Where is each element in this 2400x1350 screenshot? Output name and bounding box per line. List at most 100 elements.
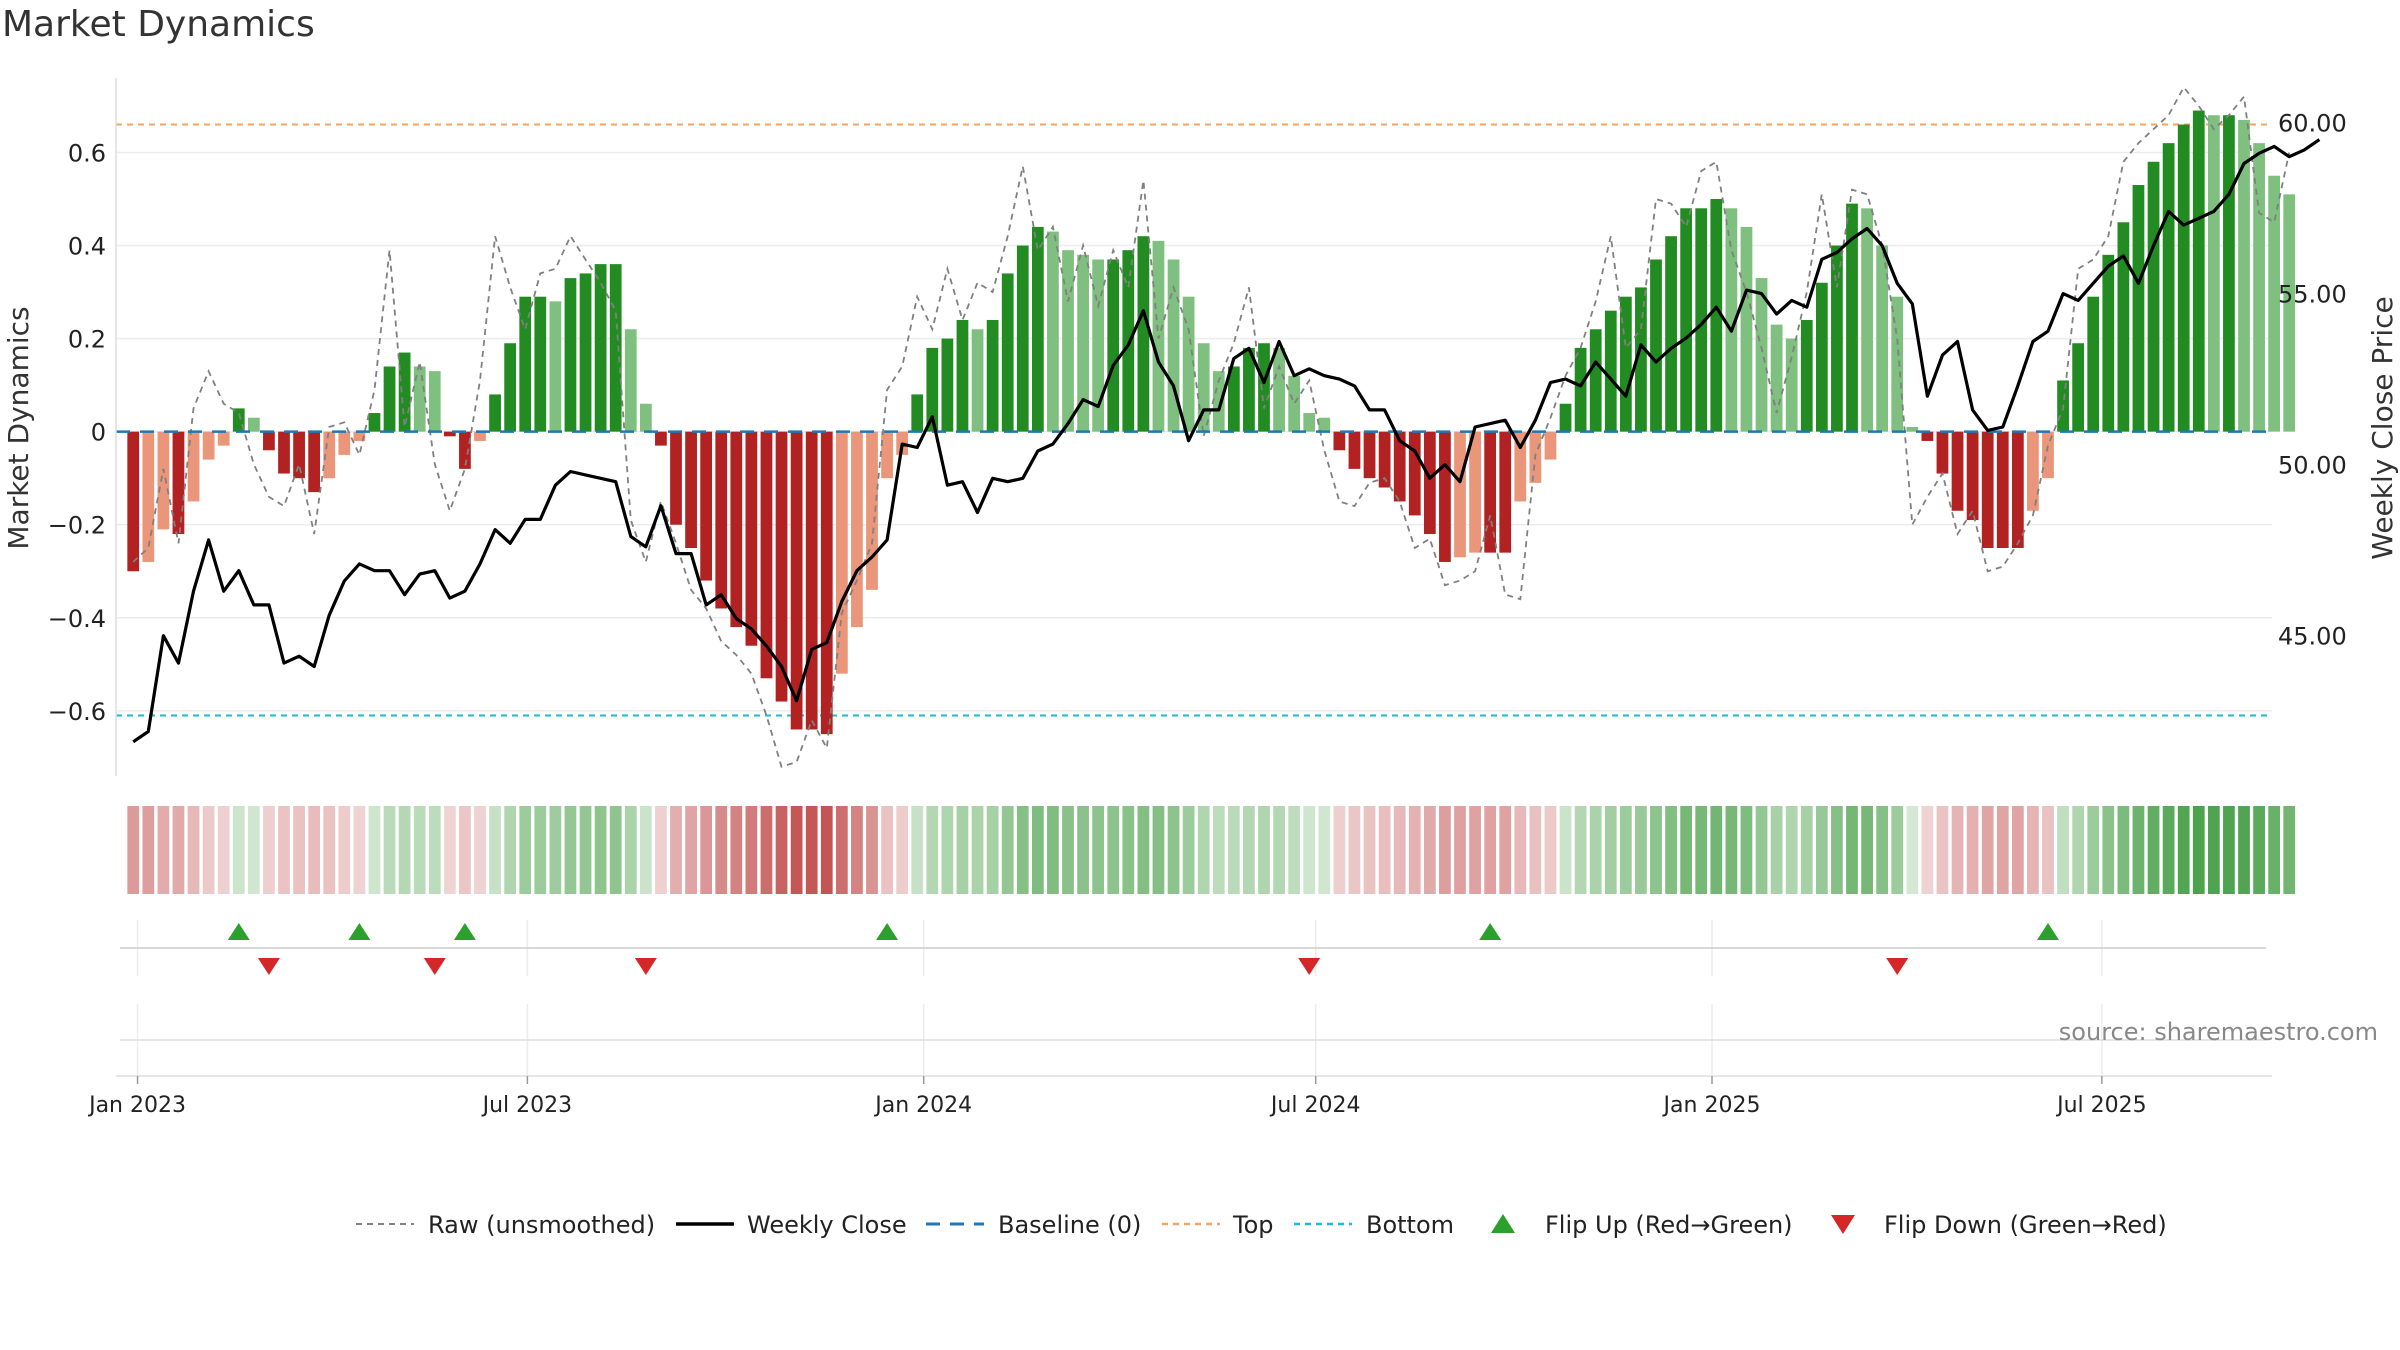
md-bar (1665, 236, 1677, 432)
heat-cell (2223, 806, 2235, 894)
heat-cell (428, 806, 441, 894)
md-bar (1544, 431, 1557, 460)
md-bar (1016, 245, 1029, 432)
x-axis: Jan 2023 Jul 2023 Jan 2024 Jul 2024 Jan 2025… (87, 1076, 2147, 1118)
md-bar (263, 431, 275, 451)
md-bar (1047, 231, 1059, 432)
y-tick-label: 0.6 (68, 139, 106, 167)
heat-cell (127, 806, 140, 894)
heat-cell (1499, 806, 1512, 894)
heat-cell (1363, 806, 1376, 894)
md-bar (579, 273, 592, 432)
heat-cell (1152, 806, 1165, 894)
md-bar (2117, 222, 2130, 432)
md-bar (1077, 254, 1089, 432)
md-bar (1981, 431, 1994, 548)
heat-cell (2087, 806, 2100, 894)
heat-cell (1861, 806, 1873, 894)
heat-cell (1167, 806, 1180, 894)
legend-swatch (1831, 1215, 1855, 1234)
empty-panel (116, 1004, 2272, 1077)
heat-cell (715, 806, 728, 894)
heat-cell (293, 806, 305, 894)
md-bar (157, 431, 170, 530)
md-bar (1137, 236, 1150, 432)
md-bar (1333, 431, 1346, 451)
md-bar (805, 431, 818, 730)
md-bar (217, 431, 230, 446)
heat-cell (564, 806, 577, 894)
heat-strip (127, 806, 2296, 894)
md-bar (1800, 319, 1813, 432)
heat-cell (700, 806, 713, 894)
heat-cell (2283, 806, 2296, 894)
md-bar (1619, 296, 1632, 432)
md-bar (851, 431, 863, 628)
md-bar (459, 431, 471, 469)
y2-tick-label: 55.00 (2278, 281, 2347, 309)
heat-cell (474, 806, 486, 894)
heat-cell (1484, 806, 1497, 894)
md-bar (1439, 431, 1451, 562)
md-bar (2223, 115, 2235, 432)
md-bar (881, 431, 893, 479)
md-bar (1499, 431, 1512, 553)
md-bar (1574, 347, 1587, 432)
md-bar (1469, 431, 1481, 553)
heat-cell (745, 806, 758, 894)
md-bar (2072, 343, 2085, 432)
heat-cell (1650, 806, 1662, 894)
heat-cell (1031, 806, 1044, 894)
heat-cell (881, 806, 893, 894)
md-bar (323, 431, 336, 479)
heat-cell (1393, 806, 1406, 894)
x-tick-label: Jul 2023 (481, 1093, 573, 1118)
heat-cell (1996, 806, 2009, 894)
md-bar (1273, 347, 1285, 432)
md-bar (172, 431, 185, 535)
heat-cell (2238, 806, 2250, 894)
y-axis-left: −0.6 −0.4 −0.2 0 0.2 0.4 0.6 (48, 78, 117, 776)
heat-cell (1243, 806, 1255, 894)
heat-cell (2057, 806, 2069, 894)
md-bar (1062, 250, 1074, 432)
md-bar (1604, 310, 1617, 432)
heat-cell (247, 806, 260, 894)
md-bar (474, 431, 486, 441)
heat-cell (1092, 806, 1105, 894)
md-bar (820, 431, 833, 735)
heat-cell (534, 806, 547, 894)
md-bar (1167, 259, 1180, 432)
legend-label: Baseline (0) (998, 1211, 1141, 1239)
heat-cell (2177, 806, 2190, 894)
md-bar (790, 431, 803, 730)
md-bar (187, 431, 200, 502)
heat-cell (1182, 806, 1195, 894)
md-bar (1831, 245, 1843, 432)
md-bar (1861, 208, 1873, 432)
heat-cell (835, 806, 848, 894)
md-bar (1650, 259, 1662, 432)
heat-cell (202, 806, 215, 894)
md-bar (2147, 161, 2160, 432)
x-tick-label: Jul 2024 (1269, 1093, 1361, 1118)
flip-up-marker (348, 923, 371, 940)
heat-cell (413, 806, 426, 894)
heat-cell (1785, 806, 1798, 894)
md-bar (1107, 259, 1120, 432)
md-bar (338, 431, 351, 455)
legend: Raw (unsmoothed) Weekly Close Baseline (0)… (356, 1211, 2167, 1239)
heat-cell (1122, 806, 1135, 894)
flip-up-marker (2037, 923, 2059, 940)
md-bar (639, 403, 652, 432)
heat-cell (1831, 806, 1843, 894)
legend-label: Raw (unsmoothed) (428, 1211, 655, 1239)
heat-cell (2132, 806, 2145, 894)
md-bar (1755, 278, 1768, 432)
legend-label: Bottom (1366, 1211, 1454, 1239)
heat-cell (986, 806, 999, 894)
heat-cell (1107, 806, 1120, 894)
md-bar (1951, 431, 1964, 511)
md-bar (1725, 208, 1738, 432)
heat-cell (368, 806, 381, 894)
